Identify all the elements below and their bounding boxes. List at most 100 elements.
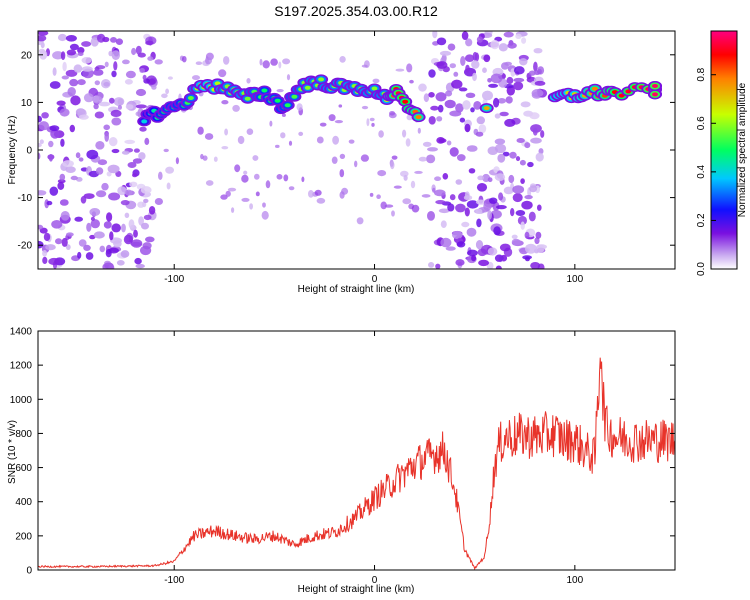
noise-blob: [108, 137, 118, 147]
noise-blob: [519, 58, 528, 66]
noise-blob: [249, 203, 254, 210]
noise-blob: [501, 62, 509, 70]
noise-blob: [465, 92, 476, 99]
noise-blob: [494, 173, 506, 182]
noise-blob: [505, 96, 513, 104]
noise-blob: [513, 81, 524, 91]
noise-blob: [453, 71, 459, 77]
noise-blob: [144, 137, 150, 145]
noise-blob: [269, 120, 273, 127]
noise-blob: [458, 87, 468, 92]
noise-blob: [62, 160, 74, 168]
noise-blob: [369, 192, 374, 197]
noise-blob: [504, 118, 516, 127]
signal-mark: [402, 99, 409, 104]
noise-blob: [460, 56, 466, 66]
noise-blob: [442, 173, 449, 180]
x-tick-label: 100: [566, 575, 583, 586]
noise-blob: [78, 157, 84, 162]
noise-blob: [328, 114, 336, 122]
noise-blob: [133, 229, 138, 238]
noise-blob: [143, 214, 152, 221]
snr-series-line: [38, 357, 675, 570]
noise-blob: [400, 170, 409, 177]
noise-blob: [195, 61, 203, 65]
noise-blob: [476, 36, 483, 43]
noise-blob: [447, 203, 455, 212]
noise-blob: [475, 131, 484, 137]
noise-blob: [288, 186, 295, 191]
noise-blob: [138, 152, 146, 160]
noise-blob: [440, 220, 447, 228]
noise-blob: [86, 222, 92, 232]
noise-blob: [109, 97, 115, 104]
signal-mark: [483, 106, 490, 111]
spectrogram-y-label: Frequency (Hz): [7, 116, 18, 185]
noise-blob: [165, 166, 175, 174]
noise-blob: [232, 104, 240, 112]
noise-blob: [60, 51, 66, 60]
y-tick-label: 0: [26, 566, 32, 577]
noise-blob: [489, 197, 498, 204]
noise-blob: [134, 257, 142, 265]
noise-blob: [135, 263, 145, 269]
noise-blob: [281, 113, 286, 117]
noise-blob: [78, 239, 87, 247]
noise-blob: [482, 90, 493, 101]
noise-blob: [97, 159, 108, 166]
noise-blob: [488, 83, 499, 88]
signal-mark: [652, 92, 658, 97]
noise-blob: [115, 38, 123, 45]
noise-blob: [438, 138, 447, 143]
noise-blob: [338, 104, 343, 108]
noise-blob: [471, 254, 477, 262]
noise-blob: [116, 260, 125, 266]
noise-blob: [65, 69, 78, 77]
noise-blob: [133, 148, 140, 153]
noise-blob: [148, 78, 156, 85]
signal-mark: [652, 84, 658, 88]
noise-blob: [515, 33, 522, 39]
noise-blob: [147, 56, 154, 61]
noise-blob: [182, 56, 187, 63]
noise-blob: [435, 263, 441, 269]
noise-blob: [525, 243, 537, 254]
noise-blob: [122, 59, 130, 65]
spectrogram-x-ticks: -100 0 100: [164, 31, 584, 285]
noise-blob: [331, 156, 338, 164]
noise-blob: [434, 176, 442, 181]
noise-blob: [411, 204, 420, 213]
noise-blob: [259, 58, 263, 66]
noise-blob: [534, 80, 546, 86]
noise-blob: [428, 116, 436, 125]
noise-blob: [455, 203, 466, 213]
noise-blob: [107, 164, 120, 174]
noise-blob: [127, 162, 137, 168]
noise-blob: [475, 199, 486, 205]
signal-mark: [141, 119, 148, 124]
noise-blob: [483, 54, 491, 63]
noise-blob: [120, 250, 130, 258]
noise-blob: [334, 120, 343, 124]
noise-blob: [286, 74, 291, 81]
noise-blob: [490, 73, 503, 84]
noise-blob: [391, 210, 395, 217]
noise-blob: [108, 192, 121, 201]
noise-blob: [110, 37, 117, 43]
noise-blob: [482, 67, 487, 73]
noise-blob: [465, 64, 470, 73]
noise-blob: [66, 49, 77, 56]
noise-blob: [140, 245, 152, 256]
noise-blob: [477, 175, 485, 181]
noise-blob: [77, 251, 82, 259]
noise-blob: [436, 61, 448, 69]
noise-blob: [67, 87, 76, 97]
noise-blob: [457, 154, 466, 162]
noise-blob: [95, 167, 104, 175]
noise-blob: [316, 197, 326, 204]
noise-blob: [487, 247, 498, 256]
noise-blob: [506, 76, 514, 85]
noise-blob: [376, 194, 381, 199]
noise-blob: [204, 133, 214, 140]
